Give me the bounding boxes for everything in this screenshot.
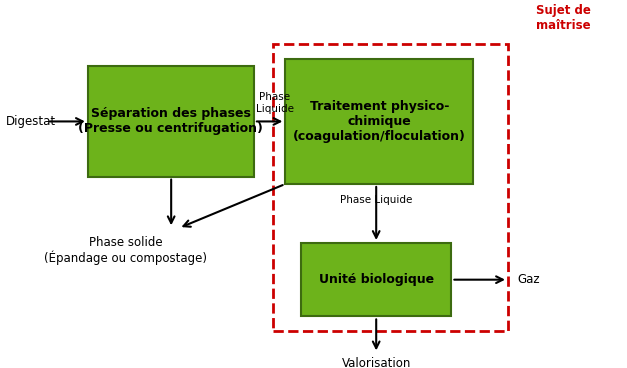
Text: Phase Liquide: Phase Liquide	[340, 195, 413, 205]
Text: Gaz: Gaz	[517, 273, 540, 286]
Text: Séparation des phases
(Presse ou centrifugation): Séparation des phases (Presse ou centrif…	[78, 107, 263, 135]
Text: Traitement physico-
chimique
(coagulation/floculation): Traitement physico- chimique (coagulatio…	[293, 100, 466, 143]
Text: Phase
Liquide: Phase Liquide	[256, 92, 294, 114]
Text: Sujet de
maîtrise: Sujet de maîtrise	[536, 4, 591, 32]
FancyBboxPatch shape	[285, 59, 473, 184]
Text: Valorisation
agricole ou
recirculation: Valorisation agricole ou recirculation	[339, 357, 413, 368]
Text: Unité biologique: Unité biologique	[319, 273, 434, 286]
Text: Phase solide
(Épandage ou compostage): Phase solide (Épandage ou compostage)	[44, 236, 207, 265]
FancyBboxPatch shape	[88, 66, 254, 177]
FancyBboxPatch shape	[301, 243, 451, 316]
Text: Digestat: Digestat	[6, 115, 56, 128]
